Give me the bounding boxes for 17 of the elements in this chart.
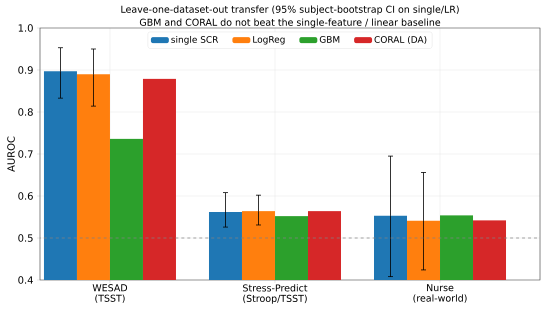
x-tick-label: Stress-Predict (Stroop/TSST) bbox=[243, 284, 308, 304]
chart-subtitle: GBM and CORAL do not beat the single-feature / linear baseline bbox=[140, 18, 440, 28]
legend-label: CORAL (DA) bbox=[374, 36, 426, 44]
x-tick-label: Nurse (real-world) bbox=[413, 284, 467, 303]
legend-label: GBM bbox=[320, 36, 340, 43]
y-tick-label: 0.6 bbox=[18, 192, 33, 200]
y-tick-label: 0.4 bbox=[18, 276, 33, 284]
y-tick-label: 0.8 bbox=[18, 108, 33, 116]
y-axis-title: AUROC bbox=[7, 136, 15, 172]
legend-label: LogReg bbox=[253, 36, 285, 44]
legend-label: single SCR bbox=[171, 36, 218, 45]
y-tick-label: 0.7 bbox=[18, 150, 33, 158]
y-tick-label: 0.9 bbox=[18, 66, 33, 74]
x-tick-label: WESAD (TSST) bbox=[92, 284, 128, 303]
y-tick-label: 0.5 bbox=[18, 234, 33, 242]
chart-title: Leave-one-dataset-out transfer (95% subject-bootstrap CI on single/LR) bbox=[121, 6, 459, 15]
y-tick-label: 1.0 bbox=[18, 24, 33, 32]
